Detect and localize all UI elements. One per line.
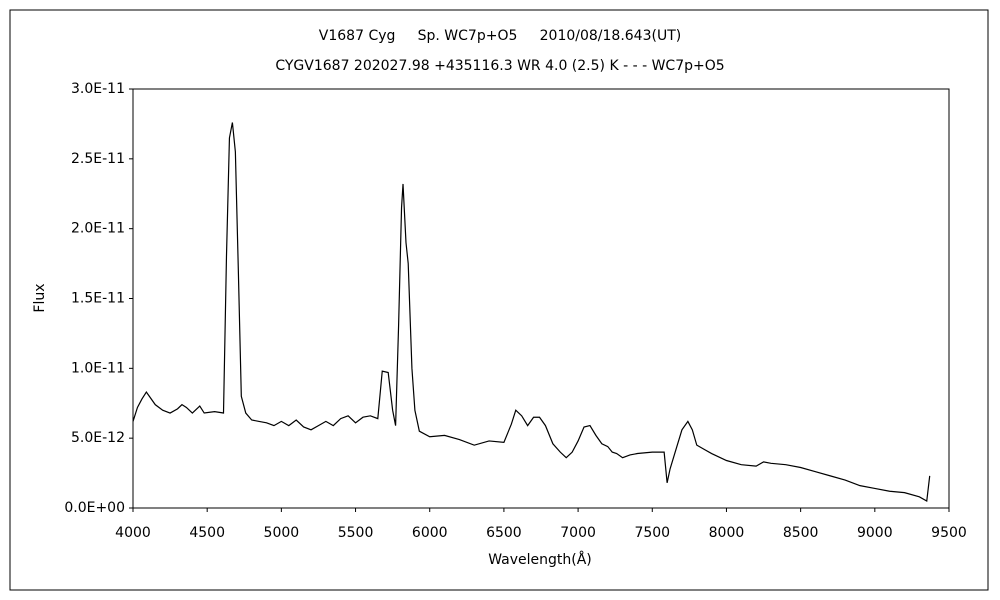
x-tick-label: 6000 <box>412 525 448 541</box>
x-tick-label: 4000 <box>115 525 151 541</box>
x-axis-label: Wavelength(Å) <box>488 551 592 568</box>
spectrum-line <box>132 122 931 502</box>
y-tick-label: 0.0E+00 <box>64 500 125 516</box>
y-tick-label: 3.0E-11 <box>71 81 125 97</box>
x-tick-label: 9500 <box>931 525 967 541</box>
chart-subtitle: CYGV1687 202027.98 +435116.3 WR 4.0 (2.5… <box>275 58 724 74</box>
x-tick-label: 5000 <box>264 525 300 541</box>
x-tick-label: 8000 <box>709 525 745 541</box>
x-tick-label: 9000 <box>857 525 893 541</box>
chart-title: V1687 Cyg Sp. WC7p+O5 2010/08/18.643(UT) <box>319 28 681 44</box>
x-tick-label: 7500 <box>634 525 670 541</box>
chart-frame <box>9 9 989 591</box>
y-tick-label: 5.0E-12 <box>71 430 125 446</box>
y-tick-label: 2.0E-11 <box>71 221 125 237</box>
y-tick-label: 1.0E-11 <box>71 360 125 376</box>
x-tick-label: 6500 <box>486 525 522 541</box>
y-axis-label: Flux <box>32 283 48 312</box>
y-tick-label: 2.5E-11 <box>71 151 125 167</box>
x-tick-label: 7000 <box>560 525 596 541</box>
x-tick-label: 8500 <box>783 525 819 541</box>
x-tick-label: 4500 <box>189 525 225 541</box>
y-tick-label: 1.5E-11 <box>71 291 125 307</box>
x-tick-label: 5500 <box>338 525 374 541</box>
